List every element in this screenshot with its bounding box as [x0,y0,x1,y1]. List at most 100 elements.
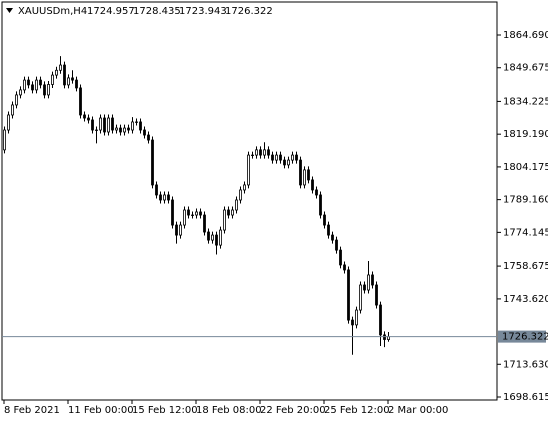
candle-body [303,169,306,186]
x-tick-label: 11 Feb 00:00 [68,405,134,416]
candle-body [51,74,54,85]
y-tick-label: 1743.620 [503,294,548,305]
header-close: 1726.322 [225,6,273,17]
candle-body [43,84,46,96]
candle-body [215,234,218,246]
candle-body [203,214,206,233]
candle-body [287,159,290,166]
candle-body [55,69,58,76]
plot-frame [1,1,498,401]
candle-body [163,194,166,201]
header-open: 1724.957 [87,6,135,17]
candle-body [279,154,282,161]
candle-body [347,269,350,321]
candle-body [359,284,362,311]
candle-body [247,154,250,186]
candle-body [159,194,162,201]
candle-body [107,117,110,133]
candle-body [227,209,230,216]
candle-body [143,129,146,136]
candle-body [111,117,114,131]
candle-body [267,149,270,156]
candle-body [311,179,314,191]
symbol-label: XAUUSDm,H4 [18,6,87,17]
candle-body [271,154,274,161]
collapse-arrow[interactable] [6,8,13,13]
candle-body [127,127,130,131]
candle-body [327,224,330,236]
candle-body [139,121,142,131]
candle-body [15,94,18,106]
candle-body [3,129,6,151]
candle-body [255,149,258,156]
candle-body [91,119,94,131]
candle-body [239,189,242,201]
y-tick-label: 1758.675 [503,261,548,272]
candle-body [19,89,22,96]
candle-body [219,229,222,246]
candle-body [119,127,122,133]
candle-body [131,121,134,131]
x-tick-label: 22 Feb 20:00 [260,405,326,416]
y-tick-label: 1819.190 [503,129,548,140]
candle-body [323,214,326,226]
header-high: 1728.435 [133,6,181,17]
candle-body [7,114,10,131]
candle-body [363,284,366,291]
candle-body [319,194,322,216]
candle-body [167,194,170,201]
candle-body [99,117,102,131]
candle-body [243,184,246,191]
x-tick-label: 25 Feb 12:00 [324,405,390,416]
candle-body [187,209,190,216]
candle-body [335,239,338,251]
candle-body [295,154,298,161]
y-tick-label: 1698.615 [503,392,548,403]
y-tick-label: 1789.160 [503,195,548,206]
candle-body [175,224,178,236]
candle-body [75,79,78,89]
candle-body [367,274,370,291]
candle-body [63,64,66,86]
candle-body [71,77,74,81]
candle-body [231,209,234,216]
candle-body [27,79,30,86]
header-low: 1723.943 [179,6,227,17]
price-tag: 1726.322 [502,332,548,343]
candle-body [47,84,50,96]
candle-body [183,209,186,226]
candle-body [339,249,342,266]
candle-body [191,214,194,216]
y-tick-label: 1849.675 [503,63,548,74]
candle-body [199,211,202,216]
candle-body [103,117,106,133]
candle-body [355,309,358,326]
candle-body [383,334,386,340]
y-tick-label: 1804.175 [503,162,548,173]
x-tick-label: 18 Feb 08:00 [196,405,262,416]
candle-body [179,224,182,236]
candle-body [79,87,82,116]
y-tick-label: 1864.690 [503,30,548,41]
y-tick-label: 1774.145 [503,227,548,238]
candle-body [195,211,198,216]
y-tick-label: 1834.225 [503,96,548,107]
candle-body [315,189,318,196]
candle-body [291,154,294,161]
candle-body [83,114,86,119]
candle-body [39,79,42,86]
candle-body [171,199,174,226]
candle-body [35,79,38,91]
candle-body [155,184,158,196]
candle-body [307,169,310,181]
candle-body [299,159,302,186]
candle-body [147,134,150,141]
candle-body [135,121,138,123]
candle-body [371,274,374,286]
candle-body [67,77,70,86]
candle-body [123,127,126,133]
x-tick-label: 2 Mar 00:00 [388,405,448,416]
candle-body [375,284,378,306]
candle-body [343,264,346,271]
